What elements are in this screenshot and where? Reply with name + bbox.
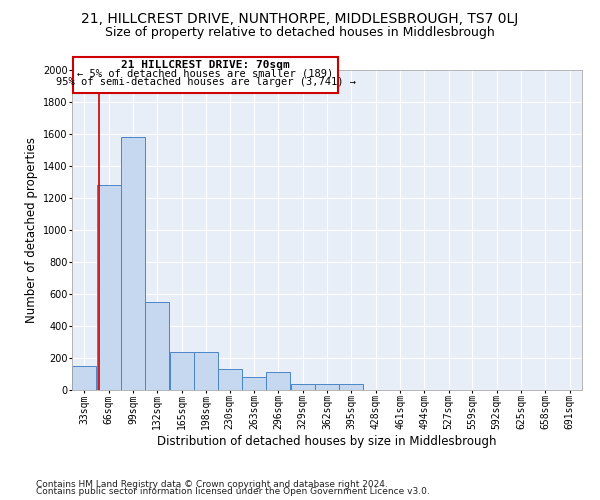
Bar <box>218 369 242 390</box>
Text: Contains HM Land Registry data © Crown copyright and database right 2024.: Contains HM Land Registry data © Crown c… <box>36 480 388 489</box>
Bar <box>290 384 314 390</box>
Bar <box>315 384 339 390</box>
Bar <box>121 137 145 390</box>
Text: 21, HILLCREST DRIVE, NUNTHORPE, MIDDLESBROUGH, TS7 0LJ: 21, HILLCREST DRIVE, NUNTHORPE, MIDDLESB… <box>82 12 518 26</box>
Text: 95% of semi-detached houses are larger (3,741) →: 95% of semi-detached houses are larger (… <box>56 77 356 87</box>
Y-axis label: Number of detached properties: Number of detached properties <box>25 137 38 323</box>
Bar <box>145 302 169 390</box>
Bar <box>266 372 290 390</box>
X-axis label: Distribution of detached houses by size in Middlesbrough: Distribution of detached houses by size … <box>157 435 497 448</box>
Bar <box>242 377 266 390</box>
Bar <box>97 185 121 390</box>
Bar <box>340 384 364 390</box>
Text: Size of property relative to detached houses in Middlesbrough: Size of property relative to detached ho… <box>105 26 495 39</box>
Bar <box>170 352 194 390</box>
Bar <box>72 366 96 390</box>
Bar <box>194 352 218 390</box>
Text: ← 5% of detached houses are smaller (189): ← 5% of detached houses are smaller (189… <box>77 68 334 78</box>
Text: 21 HILLCREST DRIVE: 70sqm: 21 HILLCREST DRIVE: 70sqm <box>121 60 290 70</box>
Text: Contains public sector information licensed under the Open Government Licence v3: Contains public sector information licen… <box>36 488 430 496</box>
FancyBboxPatch shape <box>73 57 338 93</box>
